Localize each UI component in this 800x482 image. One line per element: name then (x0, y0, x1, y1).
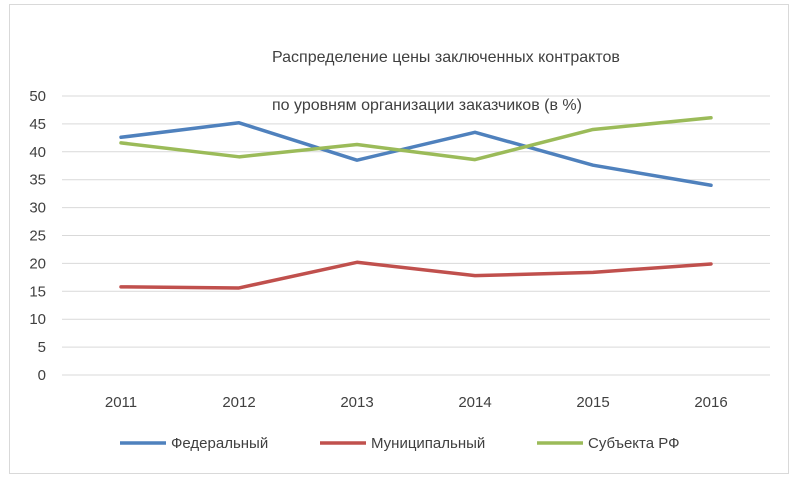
chart-frame (9, 4, 789, 474)
y-tick-label: 5 (38, 339, 46, 356)
series-lines (119, 116, 713, 290)
x-tick-label: 2012 (222, 394, 255, 411)
y-tick-label: 10 (29, 311, 46, 328)
y-tick-label: 0 (38, 367, 46, 384)
x-axis-ticks: 2011 2012 2013 2014 2015 2016 (105, 394, 728, 411)
chart-title: Распределение цены заключенных контракто… (272, 22, 692, 142)
x-tick-label: 2011 (105, 394, 137, 411)
legend-label: Муниципальный (371, 435, 485, 452)
x-tick-label: 2014 (458, 394, 491, 411)
y-tick-label: 50 (29, 88, 46, 105)
chart-title-line-2: по уровням организации заказчиков (в %) (272, 97, 582, 114)
series-line-2 (119, 260, 713, 290)
chart-title-line-1: Распределение цены заключенных контракто… (272, 49, 620, 66)
y-tick-label: 45 (29, 116, 46, 133)
y-tick-label: 15 (29, 283, 46, 300)
x-tick-label: 2015 (576, 394, 609, 411)
y-axis-ticks: 0 5 10 15 20 25 30 35 40 45 50 (29, 88, 46, 384)
gridlines (62, 95, 770, 376)
series-line-3 (119, 116, 713, 162)
legend-label: Федеральный (171, 435, 268, 452)
legend: Федеральный Муниципальный Субъекта РФ (120, 435, 680, 452)
legend-label: Субъекта РФ (588, 435, 680, 452)
y-tick-label: 20 (29, 255, 46, 272)
y-tick-label: 25 (29, 228, 46, 245)
x-tick-label: 2013 (340, 394, 373, 411)
y-tick-label: 35 (29, 172, 46, 189)
x-tick-label: 2016 (694, 394, 727, 411)
y-tick-label: 40 (29, 144, 46, 161)
series-line-1 (119, 121, 713, 188)
y-tick-label: 30 (29, 200, 46, 217)
